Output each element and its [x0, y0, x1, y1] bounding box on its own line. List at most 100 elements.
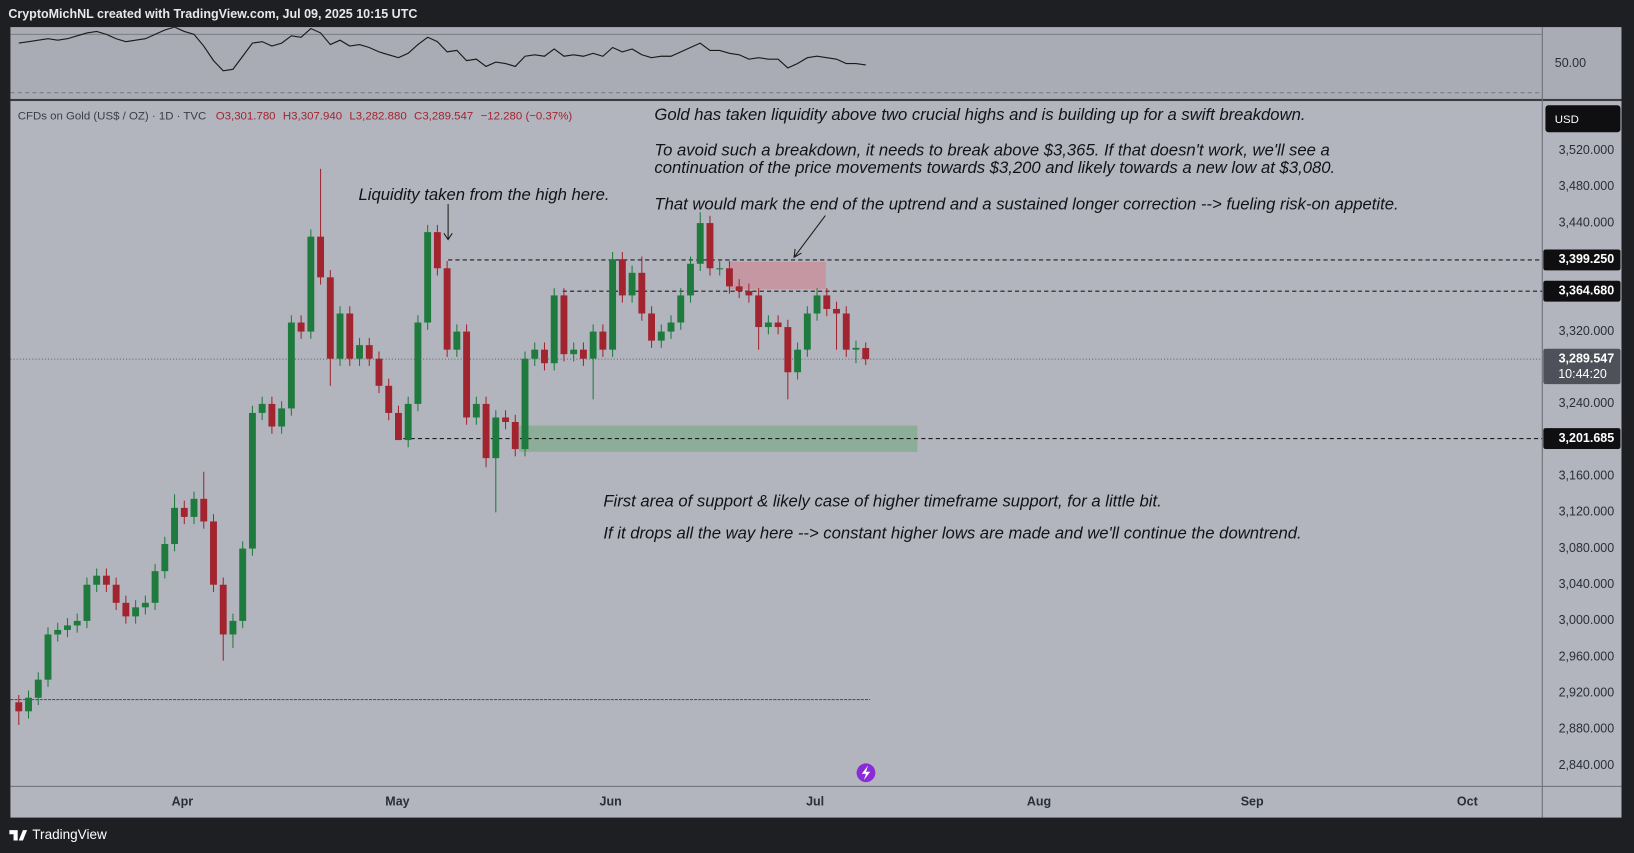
- bolt-icon: [856, 763, 876, 783]
- annotation: If it drops all the way here --> constan…: [603, 524, 1301, 543]
- last-price-label: 3,289.547: [1559, 351, 1615, 365]
- candle-body: [395, 412, 402, 441]
- candle-body: [803, 313, 811, 350]
- x-tick-label: Sep: [1241, 794, 1264, 808]
- candle-body: [151, 571, 159, 603]
- candle-body: [492, 417, 500, 459]
- candle-body: [424, 232, 432, 323]
- candle-body: [755, 295, 763, 328]
- candle-body: [706, 223, 714, 269]
- candle-body: [716, 268, 724, 270]
- candle-body: [83, 584, 91, 621]
- y-tick-label: 3,000.000: [1559, 613, 1615, 627]
- arrow: [443, 204, 453, 241]
- candle-body: [638, 272, 646, 314]
- candle-body: [842, 313, 850, 350]
- y-tick-label: 3,320.000: [1559, 324, 1615, 338]
- y-tick-label: 2,920.000: [1559, 686, 1615, 700]
- candle-body: [677, 295, 685, 323]
- annotation: First area of support & likely case of h…: [603, 491, 1161, 510]
- candle-body: [609, 259, 617, 350]
- y-tick-label: 3,120.000: [1559, 505, 1615, 519]
- candle-body: [794, 349, 802, 373]
- candle-body: [687, 263, 694, 296]
- rsi-tick-label: 50.00: [1555, 56, 1586, 70]
- level-price-box: [1543, 428, 1621, 449]
- candle-body: [326, 277, 334, 359]
- logo-mark: [9, 830, 28, 841]
- last-price-box: [1543, 348, 1621, 385]
- candle-body: [531, 349, 539, 359]
- candle-body: [579, 349, 587, 359]
- price-plot: [10, 168, 1543, 725]
- countdown-label: 10:44:20: [1558, 367, 1607, 381]
- candle-body: [346, 313, 354, 359]
- candle-body: [404, 403, 412, 441]
- candle-body: [268, 403, 276, 427]
- candle-body: [589, 331, 597, 359]
- x-tick-label: Apr: [172, 794, 194, 808]
- y-tick-label: 2,960.000: [1559, 649, 1615, 663]
- candle-body: [385, 385, 393, 413]
- y-tick-label: 3,240.000: [1559, 396, 1615, 410]
- level-price-label: 3,201.685: [1559, 431, 1615, 445]
- legend-change: −12.280 (−0.37%): [481, 111, 573, 123]
- candle-body: [25, 697, 32, 712]
- candle-body: [550, 295, 558, 364]
- x-tick-label: Jun: [600, 794, 622, 808]
- y-tick-label: 2,880.000: [1559, 722, 1615, 736]
- candle-body: [171, 507, 178, 545]
- y-tick-label: 3,520.000: [1559, 143, 1615, 157]
- candle-body: [648, 313, 655, 341]
- candle-body: [93, 575, 101, 585]
- symbol-title: CFDs on Gold (US$ / OZ) · 1D · TVC: [18, 111, 207, 123]
- candle-body: [784, 327, 792, 373]
- level-price-box: [1543, 249, 1621, 271]
- annotation: That would mark the end of the uptrend a…: [654, 195, 1398, 214]
- y-tick-label: 3,080.000: [1559, 541, 1615, 555]
- legend-low: L3,282.880: [349, 111, 406, 123]
- level-price-label: 3,399.250: [1559, 252, 1615, 266]
- candle-body: [15, 702, 23, 712]
- candle-body: [414, 322, 422, 404]
- arrows: [443, 204, 826, 259]
- candle-body: [44, 634, 52, 680]
- currency-button[interactable]: [1545, 105, 1621, 133]
- candle-body: [112, 584, 120, 603]
- candle-body: [210, 521, 217, 585]
- price-axis: 2,840.000 2,880.000 2,920.000 2,960.000 3,00…: [172, 143, 1621, 808]
- x-tick-label: May: [385, 794, 409, 808]
- annotations: Gold has taken liquidity above two cruci…: [358, 105, 1398, 543]
- candle-body: [248, 412, 256, 549]
- annotation: Liquidity taken from the high here.: [358, 185, 609, 204]
- candle-body: [813, 295, 821, 314]
- header-text: CryptoMichNL created with TradingView.co…: [8, 7, 417, 21]
- candle-body: [833, 308, 840, 314]
- candle-body: [200, 498, 208, 522]
- candle-body: [54, 629, 62, 635]
- legend-high: H3,307.940: [283, 111, 342, 123]
- candle-body: [725, 268, 733, 287]
- candle-body: [667, 322, 675, 332]
- x-tick-label: Jul: [806, 794, 824, 808]
- candle-body: [122, 602, 130, 617]
- candle-body: [278, 408, 286, 427]
- candle-body: [823, 295, 831, 309]
- candle-body: [521, 358, 529, 450]
- level-price-label: 3,364.680: [1559, 283, 1615, 297]
- candle-body: [541, 349, 548, 364]
- candle-body: [365, 345, 373, 359]
- icon-bolt: [861, 765, 871, 781]
- candle-body: [453, 331, 461, 350]
- rsi-axis: 50.00: [1555, 56, 1586, 70]
- candle-body: [287, 322, 295, 409]
- x-tick-label: Aug: [1027, 794, 1051, 808]
- annotation: To avoid such a breakdown, it needs to b…: [654, 140, 1329, 159]
- candle-body: [599, 331, 607, 350]
- currency-label[interactable]: USD: [1555, 114, 1579, 126]
- candle-body: [190, 498, 198, 517]
- candle-body: [73, 620, 81, 626]
- candle-body: [482, 403, 490, 459]
- candle-body: [180, 507, 188, 517]
